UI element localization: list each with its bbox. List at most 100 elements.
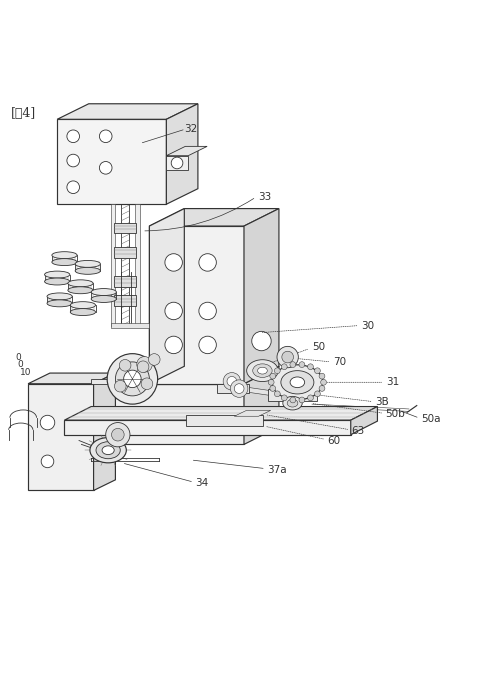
Ellipse shape — [258, 367, 267, 374]
Text: 32: 32 — [184, 124, 197, 134]
Polygon shape — [234, 410, 271, 416]
Circle shape — [282, 364, 287, 370]
Ellipse shape — [70, 301, 96, 309]
Circle shape — [223, 373, 241, 390]
Circle shape — [230, 380, 248, 397]
Ellipse shape — [75, 267, 101, 274]
Circle shape — [165, 302, 183, 320]
Ellipse shape — [272, 365, 323, 400]
Ellipse shape — [91, 288, 116, 295]
Circle shape — [100, 130, 112, 142]
Polygon shape — [217, 384, 249, 393]
Circle shape — [137, 357, 152, 372]
Circle shape — [315, 368, 320, 373]
Circle shape — [100, 162, 112, 174]
Circle shape — [123, 370, 141, 388]
Ellipse shape — [75, 260, 101, 267]
Ellipse shape — [47, 293, 72, 300]
Circle shape — [252, 332, 271, 351]
Text: 50b: 50b — [386, 410, 406, 419]
Polygon shape — [91, 366, 279, 384]
Polygon shape — [64, 420, 351, 435]
Ellipse shape — [281, 371, 314, 394]
Ellipse shape — [290, 377, 305, 388]
Ellipse shape — [283, 397, 302, 410]
Polygon shape — [111, 323, 149, 328]
Polygon shape — [135, 204, 140, 325]
Ellipse shape — [91, 295, 116, 303]
Ellipse shape — [47, 300, 72, 307]
Circle shape — [315, 391, 320, 397]
Circle shape — [106, 423, 130, 447]
Polygon shape — [57, 103, 198, 119]
Polygon shape — [115, 223, 136, 234]
Circle shape — [137, 361, 149, 373]
Circle shape — [234, 384, 244, 393]
Circle shape — [274, 391, 280, 397]
Polygon shape — [28, 373, 116, 384]
Circle shape — [171, 157, 183, 169]
Circle shape — [268, 379, 274, 385]
Text: 50: 50 — [312, 342, 325, 352]
Polygon shape — [166, 147, 207, 155]
Polygon shape — [149, 226, 244, 384]
Circle shape — [199, 336, 216, 353]
Text: 0: 0 — [17, 360, 23, 369]
Text: 3B: 3B — [375, 397, 389, 407]
Polygon shape — [351, 407, 377, 435]
Polygon shape — [115, 276, 136, 287]
Circle shape — [107, 353, 158, 404]
Ellipse shape — [102, 446, 114, 455]
Text: 30: 30 — [362, 321, 375, 331]
Polygon shape — [244, 366, 279, 445]
Circle shape — [41, 455, 54, 468]
Ellipse shape — [287, 399, 298, 407]
Polygon shape — [268, 389, 317, 401]
Circle shape — [141, 378, 153, 390]
Ellipse shape — [52, 259, 77, 266]
Polygon shape — [28, 384, 94, 490]
Ellipse shape — [68, 280, 93, 287]
Ellipse shape — [90, 438, 126, 463]
Ellipse shape — [253, 364, 272, 377]
Circle shape — [67, 181, 80, 194]
Circle shape — [282, 395, 287, 401]
Circle shape — [307, 395, 313, 401]
Text: 63: 63 — [352, 426, 365, 436]
Text: 50a: 50a — [421, 414, 441, 424]
Circle shape — [290, 362, 296, 368]
Polygon shape — [64, 407, 377, 420]
Text: 34: 34 — [196, 478, 209, 488]
Text: 70: 70 — [333, 357, 346, 367]
Text: 33: 33 — [259, 192, 272, 202]
Ellipse shape — [52, 251, 77, 259]
Circle shape — [67, 130, 80, 142]
Circle shape — [115, 380, 126, 392]
Circle shape — [165, 336, 183, 353]
Circle shape — [270, 373, 276, 379]
Text: 0: 0 — [15, 353, 21, 362]
Circle shape — [319, 373, 325, 379]
Text: 10: 10 — [20, 368, 31, 377]
Polygon shape — [244, 208, 279, 384]
Circle shape — [274, 368, 280, 373]
Ellipse shape — [44, 271, 70, 278]
Circle shape — [165, 253, 183, 271]
Polygon shape — [149, 208, 184, 384]
Circle shape — [321, 379, 326, 385]
Ellipse shape — [70, 309, 96, 316]
Circle shape — [307, 364, 313, 370]
Polygon shape — [91, 384, 244, 445]
Ellipse shape — [68, 287, 93, 294]
Circle shape — [282, 351, 293, 363]
Ellipse shape — [44, 278, 70, 285]
Polygon shape — [115, 247, 136, 258]
Circle shape — [67, 154, 80, 167]
Circle shape — [199, 253, 216, 271]
Polygon shape — [186, 415, 264, 426]
Circle shape — [112, 428, 124, 441]
Text: 37a: 37a — [267, 464, 287, 475]
Ellipse shape — [96, 442, 120, 459]
Text: [図4]: [図4] — [11, 107, 36, 120]
Circle shape — [290, 397, 296, 403]
